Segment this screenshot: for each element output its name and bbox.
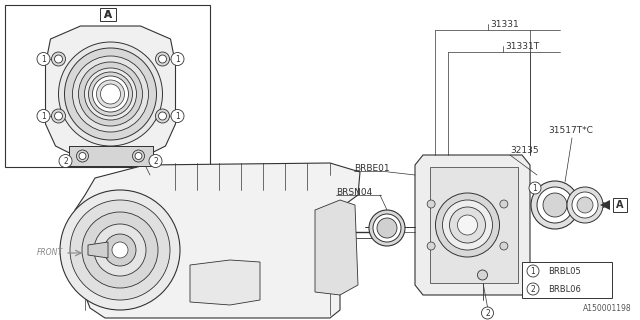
Circle shape — [500, 200, 508, 208]
Text: 1: 1 — [532, 183, 538, 193]
Text: 1: 1 — [41, 111, 46, 121]
Circle shape — [59, 155, 72, 167]
Circle shape — [72, 56, 148, 132]
Circle shape — [481, 307, 493, 319]
Circle shape — [132, 150, 145, 162]
Circle shape — [135, 153, 142, 159]
Text: BRBE01: BRBE01 — [354, 164, 390, 172]
Text: BRBL05: BRBL05 — [548, 267, 580, 276]
Circle shape — [171, 52, 184, 66]
Circle shape — [149, 155, 162, 167]
Polygon shape — [75, 163, 360, 318]
Circle shape — [79, 62, 143, 126]
Text: 31331T: 31331T — [505, 42, 539, 51]
Circle shape — [94, 224, 146, 276]
Circle shape — [477, 270, 488, 280]
Text: 2: 2 — [63, 156, 68, 165]
Polygon shape — [45, 26, 175, 156]
Bar — [99, 8, 115, 21]
Circle shape — [373, 214, 401, 242]
Circle shape — [442, 200, 493, 250]
Text: 1: 1 — [175, 111, 180, 121]
Polygon shape — [68, 146, 152, 166]
Circle shape — [577, 197, 593, 213]
Circle shape — [104, 234, 136, 266]
Circle shape — [159, 55, 166, 63]
Circle shape — [82, 212, 158, 288]
Circle shape — [77, 150, 88, 162]
Text: 2: 2 — [153, 156, 158, 165]
Polygon shape — [600, 200, 610, 210]
Circle shape — [500, 242, 508, 250]
Polygon shape — [415, 155, 530, 295]
Circle shape — [51, 109, 65, 123]
Text: 31331: 31331 — [490, 20, 519, 28]
Circle shape — [51, 52, 65, 66]
Circle shape — [70, 200, 170, 300]
Circle shape — [543, 193, 567, 217]
Circle shape — [79, 153, 86, 159]
Circle shape — [527, 265, 539, 277]
Circle shape — [84, 68, 136, 120]
Circle shape — [171, 109, 184, 123]
Text: 2: 2 — [485, 308, 490, 317]
Text: A: A — [616, 200, 624, 210]
Circle shape — [54, 112, 63, 120]
Circle shape — [88, 72, 132, 116]
Text: 1: 1 — [531, 267, 536, 276]
Circle shape — [458, 215, 477, 235]
Text: BRBL06: BRBL06 — [548, 284, 581, 293]
Circle shape — [65, 48, 157, 140]
Circle shape — [37, 52, 50, 66]
Circle shape — [159, 112, 166, 120]
Text: 1: 1 — [41, 54, 46, 63]
Circle shape — [112, 242, 128, 258]
Text: BRSN04: BRSN04 — [336, 188, 372, 196]
Polygon shape — [88, 242, 108, 258]
Text: 2: 2 — [531, 284, 536, 293]
Circle shape — [37, 109, 50, 123]
Circle shape — [531, 181, 579, 229]
Circle shape — [527, 283, 539, 295]
Circle shape — [369, 210, 405, 246]
Circle shape — [156, 109, 170, 123]
Text: FRONT: FRONT — [37, 247, 63, 257]
Text: A150001198: A150001198 — [584, 304, 632, 313]
Circle shape — [567, 187, 603, 223]
Circle shape — [537, 187, 573, 223]
Bar — [5, 5, 210, 167]
Text: 32135: 32135 — [510, 146, 539, 155]
Circle shape — [156, 52, 170, 66]
Circle shape — [427, 200, 435, 208]
Bar — [522, 262, 612, 298]
Bar — [613, 198, 627, 212]
Circle shape — [449, 207, 486, 243]
Circle shape — [60, 190, 180, 310]
Circle shape — [100, 84, 120, 104]
Polygon shape — [430, 167, 518, 283]
Circle shape — [427, 242, 435, 250]
Circle shape — [97, 80, 125, 108]
Circle shape — [529, 182, 541, 194]
Circle shape — [572, 192, 598, 218]
Circle shape — [435, 193, 499, 257]
Text: A: A — [104, 10, 111, 20]
Circle shape — [377, 218, 397, 238]
Circle shape — [93, 76, 129, 112]
Polygon shape — [190, 260, 260, 305]
Text: 1: 1 — [175, 54, 180, 63]
Text: A: A — [104, 10, 111, 20]
Circle shape — [58, 42, 163, 146]
Circle shape — [54, 55, 63, 63]
Text: 31517T*C: 31517T*C — [548, 125, 593, 134]
Polygon shape — [315, 200, 358, 295]
